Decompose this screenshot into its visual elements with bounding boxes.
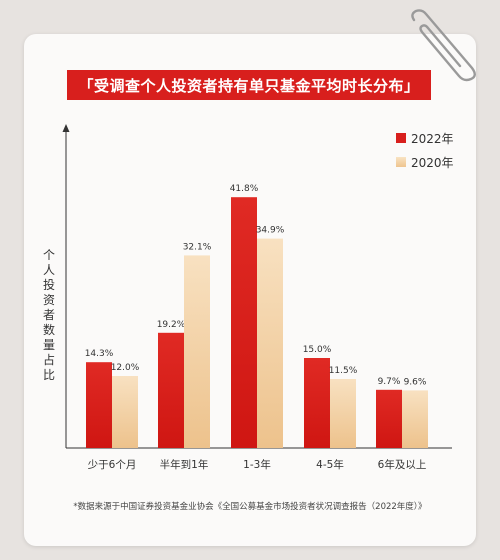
legend-label-2022: 2022年 <box>411 131 454 146</box>
data-label: 9.7% <box>378 377 401 387</box>
paperclip-icon <box>411 9 476 82</box>
data-label: 9.6% <box>404 377 427 387</box>
legend-swatch-2022 <box>396 133 406 143</box>
bar-2020年-4-5年 <box>330 379 356 448</box>
y-axis-label-char: 人 <box>42 263 55 277</box>
bar-2022年-6年及以上 <box>376 389 402 448</box>
data-label: 11.5% <box>329 366 358 376</box>
y-axis-label-char: 个 <box>42 248 55 262</box>
data-label: 32.1% <box>183 242 212 252</box>
y-axis-label-char: 者 <box>42 308 55 322</box>
bar-2022年-半年到1年 <box>158 332 184 448</box>
bar-2022年-4-5年 <box>304 358 330 448</box>
y-axis-label-char: 比 <box>42 368 55 382</box>
y-axis-arrow <box>62 124 70 132</box>
category-label: 1-3年 <box>243 458 271 471</box>
y-axis-label-char: 资 <box>42 293 55 307</box>
legend-item-2020: 2020年 <box>396 150 454 174</box>
bar-2020年-半年到1年 <box>184 255 210 448</box>
data-label: 12.0% <box>111 363 140 373</box>
y-axis-label-char: 量 <box>42 338 55 352</box>
data-label: 14.3% <box>85 349 114 359</box>
legend: 2022年 2020年 <box>396 126 454 174</box>
category-label: 半年到1年 <box>160 458 209 471</box>
legend-label-2020: 2020年 <box>411 155 454 170</box>
category-label: 4-5年 <box>316 458 344 471</box>
bar-2020年-少于6个月 <box>112 376 138 448</box>
bar-2020年-1-3年 <box>257 238 283 448</box>
bar-2022年-1-3年 <box>231 197 257 448</box>
y-axis-label-char: 数 <box>42 323 55 337</box>
category-label: 少于6个月 <box>88 459 137 471</box>
y-axis-label-char: 占 <box>42 353 55 367</box>
data-label: 19.2% <box>157 320 186 330</box>
data-label: 41.8% <box>230 184 259 194</box>
y-axis-label-char: 投 <box>42 278 55 292</box>
bar-2022年-少于6个月 <box>86 362 112 448</box>
data-label: 34.9% <box>256 226 285 236</box>
category-label: 6年及以上 <box>378 458 427 471</box>
legend-item-2022: 2022年 <box>396 126 454 150</box>
footnote: *数据来源于中国证券投资基金业协会《全国公募基金市场投资者状况调查报告（2022… <box>73 502 427 512</box>
legend-swatch-2020 <box>396 157 406 167</box>
bar-2020年-6年及以上 <box>402 390 428 448</box>
chart-title: 「受调查个人投资者持有单只基金平均时长分布」 <box>67 70 431 100</box>
data-label: 15.0% <box>303 345 332 355</box>
y-axis-label: 个 人 投 资 者 数 量 占 比 <box>42 248 56 383</box>
